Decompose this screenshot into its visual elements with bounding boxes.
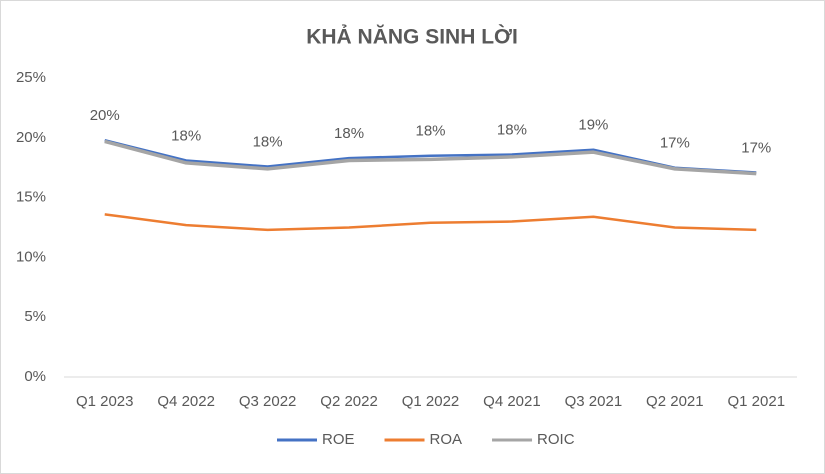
data-label: 17% — [741, 139, 771, 156]
x-tick-label: Q3 2021 — [565, 393, 623, 410]
line-roa — [104, 213, 757, 232]
y-tick-label: 0% — [24, 368, 46, 385]
y-tick-label: 15% — [16, 189, 46, 206]
data-label: 18% — [334, 125, 364, 142]
data-label: 18% — [253, 133, 283, 150]
legend-label: ROIC — [537, 431, 575, 448]
x-tick-label: Q4 2022 — [157, 393, 215, 410]
data-label: 18% — [497, 122, 527, 139]
chart-title: KHẢ NĂNG SINH LỜI — [306, 25, 518, 49]
y-tick-label: 10% — [16, 248, 46, 265]
data-label: 19% — [578, 117, 608, 134]
x-tick-label: Q1 2022 — [402, 393, 460, 410]
x-tick-label: Q4 2021 — [483, 393, 541, 410]
data-label: 18% — [415, 123, 445, 140]
line-roic — [104, 139, 757, 176]
y-tick-label: 5% — [24, 308, 46, 325]
y-tick-label: 25% — [16, 69, 46, 86]
y-tick-label: 20% — [16, 129, 46, 146]
x-tick-label: Q3 2022 — [239, 393, 297, 410]
legend-label: ROA — [430, 431, 463, 448]
data-label: 17% — [660, 135, 690, 152]
data-label: 20% — [90, 107, 120, 124]
x-tick-label: Q2 2021 — [646, 393, 704, 410]
x-tick-label: Q2 2022 — [320, 393, 378, 410]
data-label: 18% — [171, 127, 201, 144]
legend-label: ROE — [322, 431, 355, 448]
x-tick-label: Q1 2021 — [728, 393, 786, 410]
x-tick-label: Q1 2023 — [76, 393, 134, 410]
